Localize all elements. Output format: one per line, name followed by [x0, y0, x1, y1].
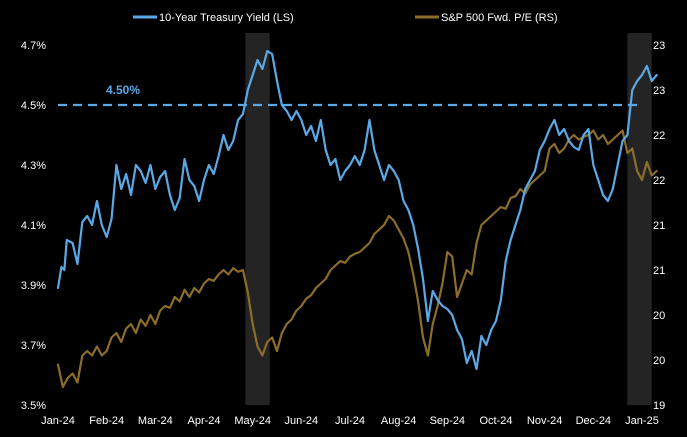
legend-label: S&P 500 Fwd. P/E (RS)	[441, 12, 558, 24]
y-left-tick-label: 3.9%	[21, 280, 46, 292]
legend-item-pe-ratio: S&P 500 Fwd. P/E (RS)	[415, 12, 558, 24]
x-tick-label: May-24	[234, 415, 271, 427]
shaded-periods	[245, 33, 652, 405]
y-left-tick-label: 4.7%	[21, 40, 46, 52]
series-line-pe-ratio	[56, 129, 658, 389]
y-right-tick-label: 23	[653, 40, 665, 52]
y-right-tick-label: 22	[653, 130, 665, 142]
x-tick-label: Jan-25	[625, 415, 659, 427]
y-left-tick-label: 4.1%	[21, 220, 46, 232]
x-tick-label: Sep-24	[430, 415, 465, 427]
y-right-tick-label: 20	[653, 355, 665, 367]
y-left-tick-label: 4.3%	[21, 160, 46, 172]
reference-line-label: 4.50%	[106, 83, 140, 97]
y-left-tick-label: 4.5%	[21, 100, 46, 112]
x-tick-label: Feb-24	[89, 415, 124, 427]
y-right-tick-label: 21	[653, 220, 665, 232]
series-group	[56, 49, 658, 389]
x-tick-label: Oct-24	[479, 415, 512, 427]
y-right-tick-label: 19	[653, 400, 665, 412]
y-right-tick-label: 22	[653, 175, 665, 187]
x-tick-label: Dec-24	[576, 415, 611, 427]
legend: 10-Year Treasury Yield (LS) S&P 500 Fwd. …	[133, 12, 558, 24]
legend-label: 10-Year Treasury Yield (LS)	[159, 12, 294, 24]
x-tick-label: Jan-24	[41, 415, 75, 427]
y-left-tick-label: 3.7%	[21, 340, 46, 352]
series-line-treasury-yield	[56, 49, 658, 371]
x-tick-label: Mar-24	[138, 415, 173, 427]
axes-group: Jan-24 Feb-24 Mar-24 Apr-24 May-24 Jun-24 Jul-…	[21, 40, 665, 427]
shaded-period-2	[627, 33, 652, 405]
x-tick-label: Jun-24	[285, 415, 319, 427]
y-right-tick-label: 23	[653, 85, 665, 97]
y-right-tick-label: 20	[653, 310, 665, 322]
y-right-tick-label: 21	[653, 265, 665, 277]
y-left-tick-label: 3.5%	[21, 400, 46, 412]
reference-line-group: 4.50%	[58, 83, 642, 107]
legend-item-treasury-yield: 10-Year Treasury Yield (LS)	[133, 12, 294, 24]
x-tick-label: Apr-24	[187, 415, 220, 427]
x-tick-label: Aug-24	[381, 415, 416, 427]
x-tick-label: Jul-24	[335, 415, 365, 427]
x-tick-label: Nov-24	[527, 415, 562, 427]
